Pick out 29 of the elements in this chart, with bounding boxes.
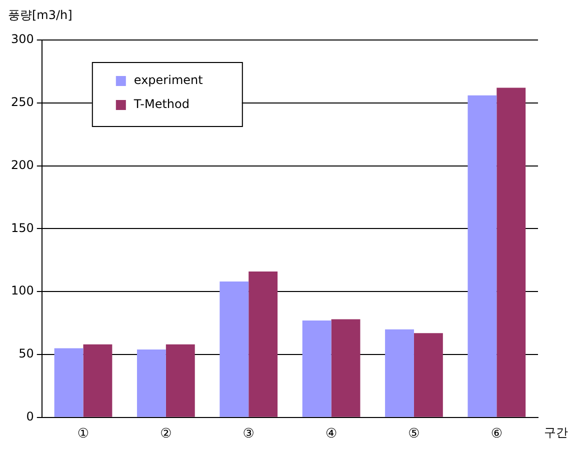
- x-tick-label: ⑤: [408, 426, 420, 442]
- y-axis-title: 풍량[m3/h]: [8, 8, 72, 22]
- y-tick-label: 150: [11, 220, 34, 235]
- bar: [83, 344, 112, 417]
- bar: [331, 319, 360, 417]
- legend-label: experiment: [134, 73, 204, 88]
- y-tick-label: 200: [11, 158, 34, 172]
- x-tick-label: ⑥: [490, 426, 502, 442]
- legend-label: T-Method: [132, 97, 190, 112]
- bar: [54, 348, 84, 417]
- bar: [136, 349, 166, 417]
- x-tick-label: ①: [77, 426, 90, 442]
- bar: [166, 344, 195, 417]
- y-tick-label: 50: [18, 346, 34, 361]
- bar: [248, 271, 278, 417]
- bar: [385, 329, 414, 417]
- x-tick-label: ④: [325, 426, 338, 442]
- bar: [468, 95, 497, 417]
- y-tick-label: 250: [11, 95, 34, 110]
- bar: [302, 320, 332, 417]
- bar: [496, 88, 526, 417]
- x-tick-label: ③: [242, 426, 254, 442]
- y-tick-label: 300: [11, 32, 34, 46]
- x-tick-label: ②: [160, 426, 172, 442]
- bar: [220, 282, 249, 417]
- y-tick-label: 100: [11, 284, 34, 298]
- bar: [414, 333, 443, 417]
- x-axis-title: 구간: [544, 426, 568, 440]
- y-tick-label: 0: [26, 410, 34, 424]
